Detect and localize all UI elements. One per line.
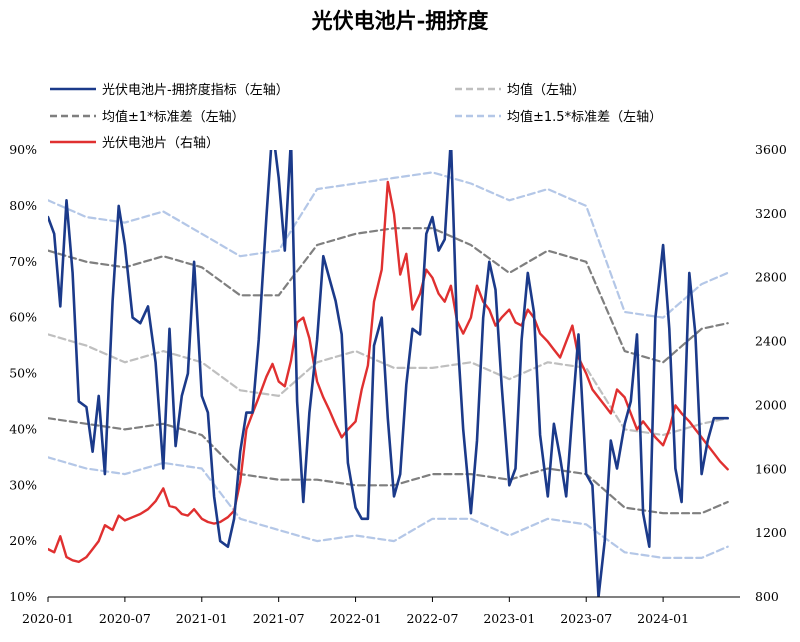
x-tick-label: 2020-07 <box>99 611 151 626</box>
left-tick-label: 70% <box>9 254 37 269</box>
right-tick-label: 2000 <box>755 397 787 412</box>
left-tick-label: 80% <box>9 198 37 213</box>
legend-label-2: 均值±1*标准差（左轴） <box>102 109 245 125</box>
legend-label-0: 光伏电池片-拥挤度指标（左轴） <box>102 82 289 98</box>
left-tick-label: 10% <box>9 589 37 604</box>
right-tick-label: 1600 <box>755 461 787 476</box>
left-tick-label: 90% <box>9 142 37 157</box>
series-line-6 <box>48 456 729 559</box>
right-tick-label: 1200 <box>755 525 787 540</box>
right-tick-label: 3200 <box>755 206 787 221</box>
x-tick-label: 2021-01 <box>176 611 228 626</box>
x-tick-label: 2022-01 <box>330 611 382 626</box>
legend-label-3: 均值±1.5*标准差（左轴） <box>507 109 662 125</box>
right-tick-label: 2800 <box>755 270 787 285</box>
x-tick-label: 2023-01 <box>483 611 535 626</box>
left-tick-label: 50% <box>9 366 37 381</box>
legend-label-1: 均值（左轴） <box>507 82 585 98</box>
left-tick-label: 60% <box>9 310 37 325</box>
left-tick-label: 40% <box>9 421 37 436</box>
x-tick-label: 2020-01 <box>22 611 74 626</box>
legend: 光伏电池片-拥挤度指标（左轴） 均值（左轴） 均值±1*标准差（左轴） 均值±1.5*… <box>50 82 662 151</box>
series-line-3 <box>48 227 729 364</box>
x-tick-label: 2021-07 <box>253 611 305 626</box>
chart-title: 光伏电池片-拥挤度 <box>311 8 489 33</box>
x-tick-label: 2022-07 <box>406 611 458 626</box>
series-line-0 <box>48 150 729 597</box>
series-line-1 <box>48 180 729 564</box>
left-tick-label: 30% <box>9 477 37 492</box>
series-line-5 <box>48 171 729 319</box>
axes: 10% 20% 30% 40% 50% 60% 70% 80% 90% 800 1200 1600 20… <box>9 142 787 626</box>
right-tick-label: 800 <box>755 589 779 604</box>
left-tick-label: 20% <box>9 533 37 548</box>
x-tick-label: 2024-01 <box>637 611 689 626</box>
x-tick-label: 2023-07 <box>560 611 612 626</box>
right-tick-label: 3600 <box>755 142 787 157</box>
plot-area <box>48 150 729 597</box>
legend-label-4: 光伏电池片（右轴） <box>102 136 219 151</box>
right-tick-label: 2400 <box>755 334 787 349</box>
